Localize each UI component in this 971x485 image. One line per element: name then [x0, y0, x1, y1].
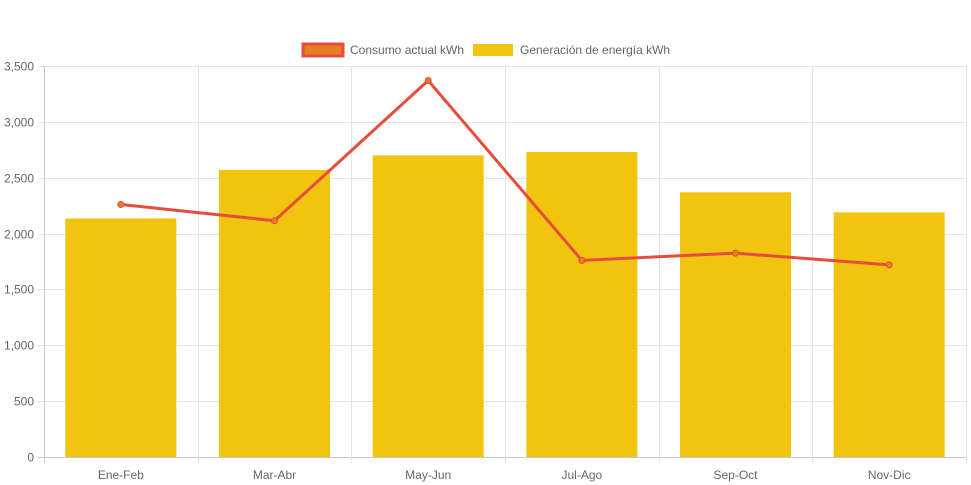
y-tick-label: 1,000	[4, 339, 34, 353]
bar-generacion-mar-abr[interactable]	[219, 169, 330, 457]
line-layer	[117, 77, 893, 269]
bar-generacion-nov-dic[interactable]	[833, 212, 945, 457]
grid-layer	[38, 66, 967, 463]
x-tick-label: Ene-Feb	[98, 468, 144, 482]
point-consumo-nov-dic[interactable]	[885, 261, 893, 269]
bar-generacion-jul-ago[interactable]	[526, 152, 638, 457]
point-consumo-jul-ago[interactable]	[578, 256, 586, 264]
legend-swatch-consumo[interactable]	[301, 42, 345, 58]
x-tick-label: Jul-Ago	[561, 468, 602, 482]
x-tick-label: Mar-Abr	[253, 468, 296, 482]
y-tick-label: 0	[27, 451, 34, 465]
legend-swatch-generacion[interactable]	[473, 44, 513, 56]
point-consumo-sep-oct[interactable]	[732, 249, 739, 257]
axis-layer: 0 500 1,000 1,500 2,000 2,500 3,000 3,500 Ene-Fe…	[4, 60, 911, 483]
legend-label-consumo[interactable]: Consumo actual kWh	[350, 43, 464, 57]
y-tick-label: 1,500	[4, 283, 34, 297]
legend[interactable]: Consumo actual kWh Generación de energía …	[301, 42, 670, 58]
bar-generacion-may-jun[interactable]	[372, 155, 484, 457]
bar-generacion-sep-oct[interactable]	[680, 192, 791, 458]
line-consumo[interactable]	[120, 78, 890, 267]
x-tick-label: May-Jun	[405, 468, 451, 482]
point-consumo-may-jun[interactable]	[424, 77, 432, 85]
x-tick-label: Nov-Dic	[868, 468, 911, 482]
y-tick-label: 500	[14, 395, 34, 409]
x-tick-label: Sep-Oct	[713, 468, 758, 482]
point-consumo-ene-feb[interactable]	[117, 201, 125, 209]
bar-generacion-ene-feb[interactable]	[65, 218, 177, 457]
legend-label-generacion[interactable]: Generación de energía kWh	[520, 43, 670, 57]
bar-layer	[65, 152, 945, 458]
y-tick-label: 2,500	[4, 172, 34, 186]
point-consumo-mar-abr[interactable]	[271, 217, 278, 225]
y-tick-label: 2,000	[4, 228, 34, 242]
y-tick-label: 3,000	[4, 116, 34, 130]
y-tick-label: 3,500	[4, 60, 34, 74]
